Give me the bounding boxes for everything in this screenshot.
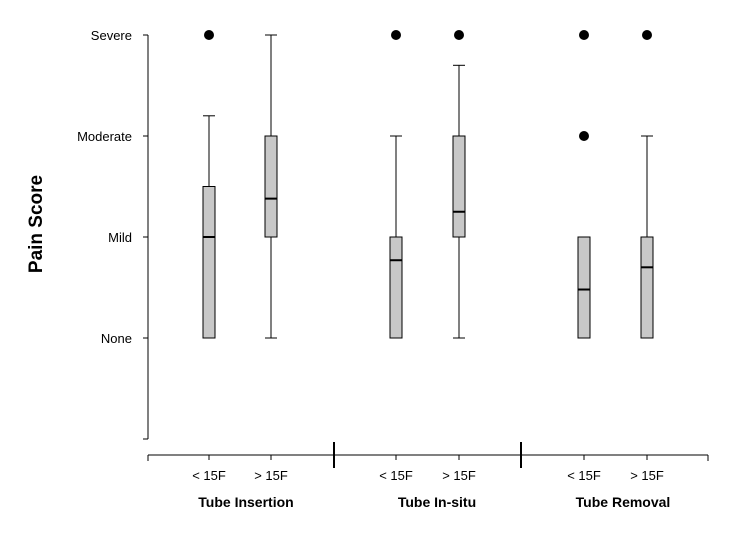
outlier-point — [391, 30, 401, 40]
outlier-point — [454, 30, 464, 40]
outlier-point — [642, 30, 652, 40]
y-tick-label: Moderate — [77, 129, 132, 144]
box-iqr — [577, 236, 591, 339]
y-axis-title: Pain Score — [26, 175, 47, 273]
x-axis: < 15F > 15F Tube Insertion < 15F > 15F Tube I… — [147, 442, 709, 510]
box-iqr — [264, 135, 278, 238]
box-iqr — [452, 135, 466, 238]
y-axis: None Mild Moderate Severe — [77, 28, 149, 440]
x-tick-label: > 15F — [442, 468, 476, 483]
outlier-point — [204, 30, 214, 40]
box-iqr — [389, 236, 403, 339]
y-tick-label: None — [101, 331, 132, 346]
box-2 — [264, 34, 278, 339]
x-tick-label: > 15F — [630, 468, 664, 483]
box-4 — [452, 30, 466, 339]
box-iqr — [640, 236, 654, 339]
outlier-point — [579, 30, 589, 40]
x-tick-label: < 15F — [379, 468, 413, 483]
x-group-label: Tube In-situ — [398, 494, 476, 510]
x-group-label: Tube Insertion — [198, 494, 293, 510]
x-tick-label: > 15F — [254, 468, 288, 483]
box-series — [202, 30, 654, 339]
box-6 — [640, 30, 654, 339]
y-tick-label: Severe — [91, 28, 132, 43]
box-1 — [202, 30, 216, 339]
x-group-label: Tube Removal — [576, 494, 671, 510]
box-iqr — [202, 186, 216, 339]
y-tick-label: Mild — [108, 230, 132, 245]
x-tick-label: < 15F — [567, 468, 601, 483]
x-tick-label: < 15F — [192, 468, 226, 483]
box-5 — [577, 30, 591, 339]
box-3 — [389, 30, 403, 339]
outlier-point — [579, 131, 589, 141]
